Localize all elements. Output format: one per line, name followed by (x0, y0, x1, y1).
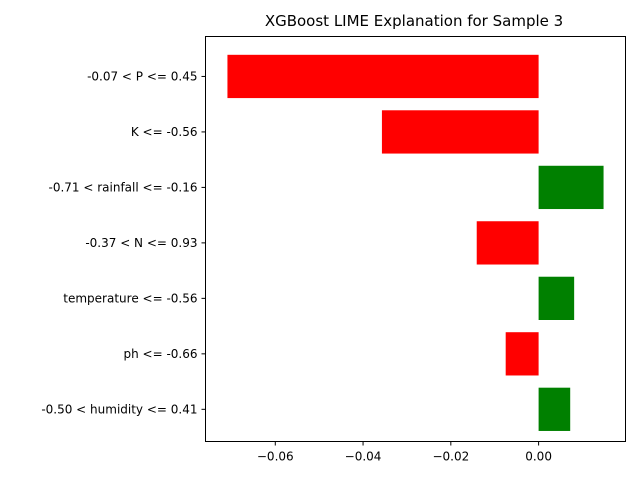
y-tick-label: ph <= -0.66 (123, 347, 197, 361)
y-tick-label: -0.50 < humidity <= 0.41 (41, 402, 197, 416)
bar-5 (505, 332, 539, 376)
y-tick-labels: -0.07 < P <= 0.45 K <= -0.56 -0.71 < rainf… (41, 69, 206, 416)
plot-frame (205, 36, 626, 442)
bars-group (227, 54, 604, 431)
x-tick-label: −0.02 (432, 450, 469, 464)
bar-0 (227, 54, 539, 99)
x-ticks: −0.06 −0.04 −0.02 0.00 (257, 441, 552, 464)
y-tick-label: -0.37 < N <= 0.93 (85, 236, 197, 250)
x-tick-label: −0.06 (257, 450, 294, 464)
bar-1 (381, 110, 539, 154)
x-tick-label: 0.00 (525, 450, 552, 464)
y-tick-label: -0.07 < P <= 0.45 (87, 69, 197, 83)
y-tick-label: K <= -0.56 (131, 125, 198, 139)
x-tick-label: −0.04 (345, 450, 382, 464)
chart-title: XGBoost LIME Explanation for Sample 3 (265, 12, 563, 30)
y-tick-label: temperature <= -0.56 (63, 291, 197, 305)
bar-2 (538, 165, 604, 210)
bar-4 (538, 276, 575, 320)
bar-6 (538, 387, 571, 431)
y-tick-label: -0.71 < rainfall <= -0.16 (49, 180, 198, 194)
bar-3 (476, 221, 539, 265)
